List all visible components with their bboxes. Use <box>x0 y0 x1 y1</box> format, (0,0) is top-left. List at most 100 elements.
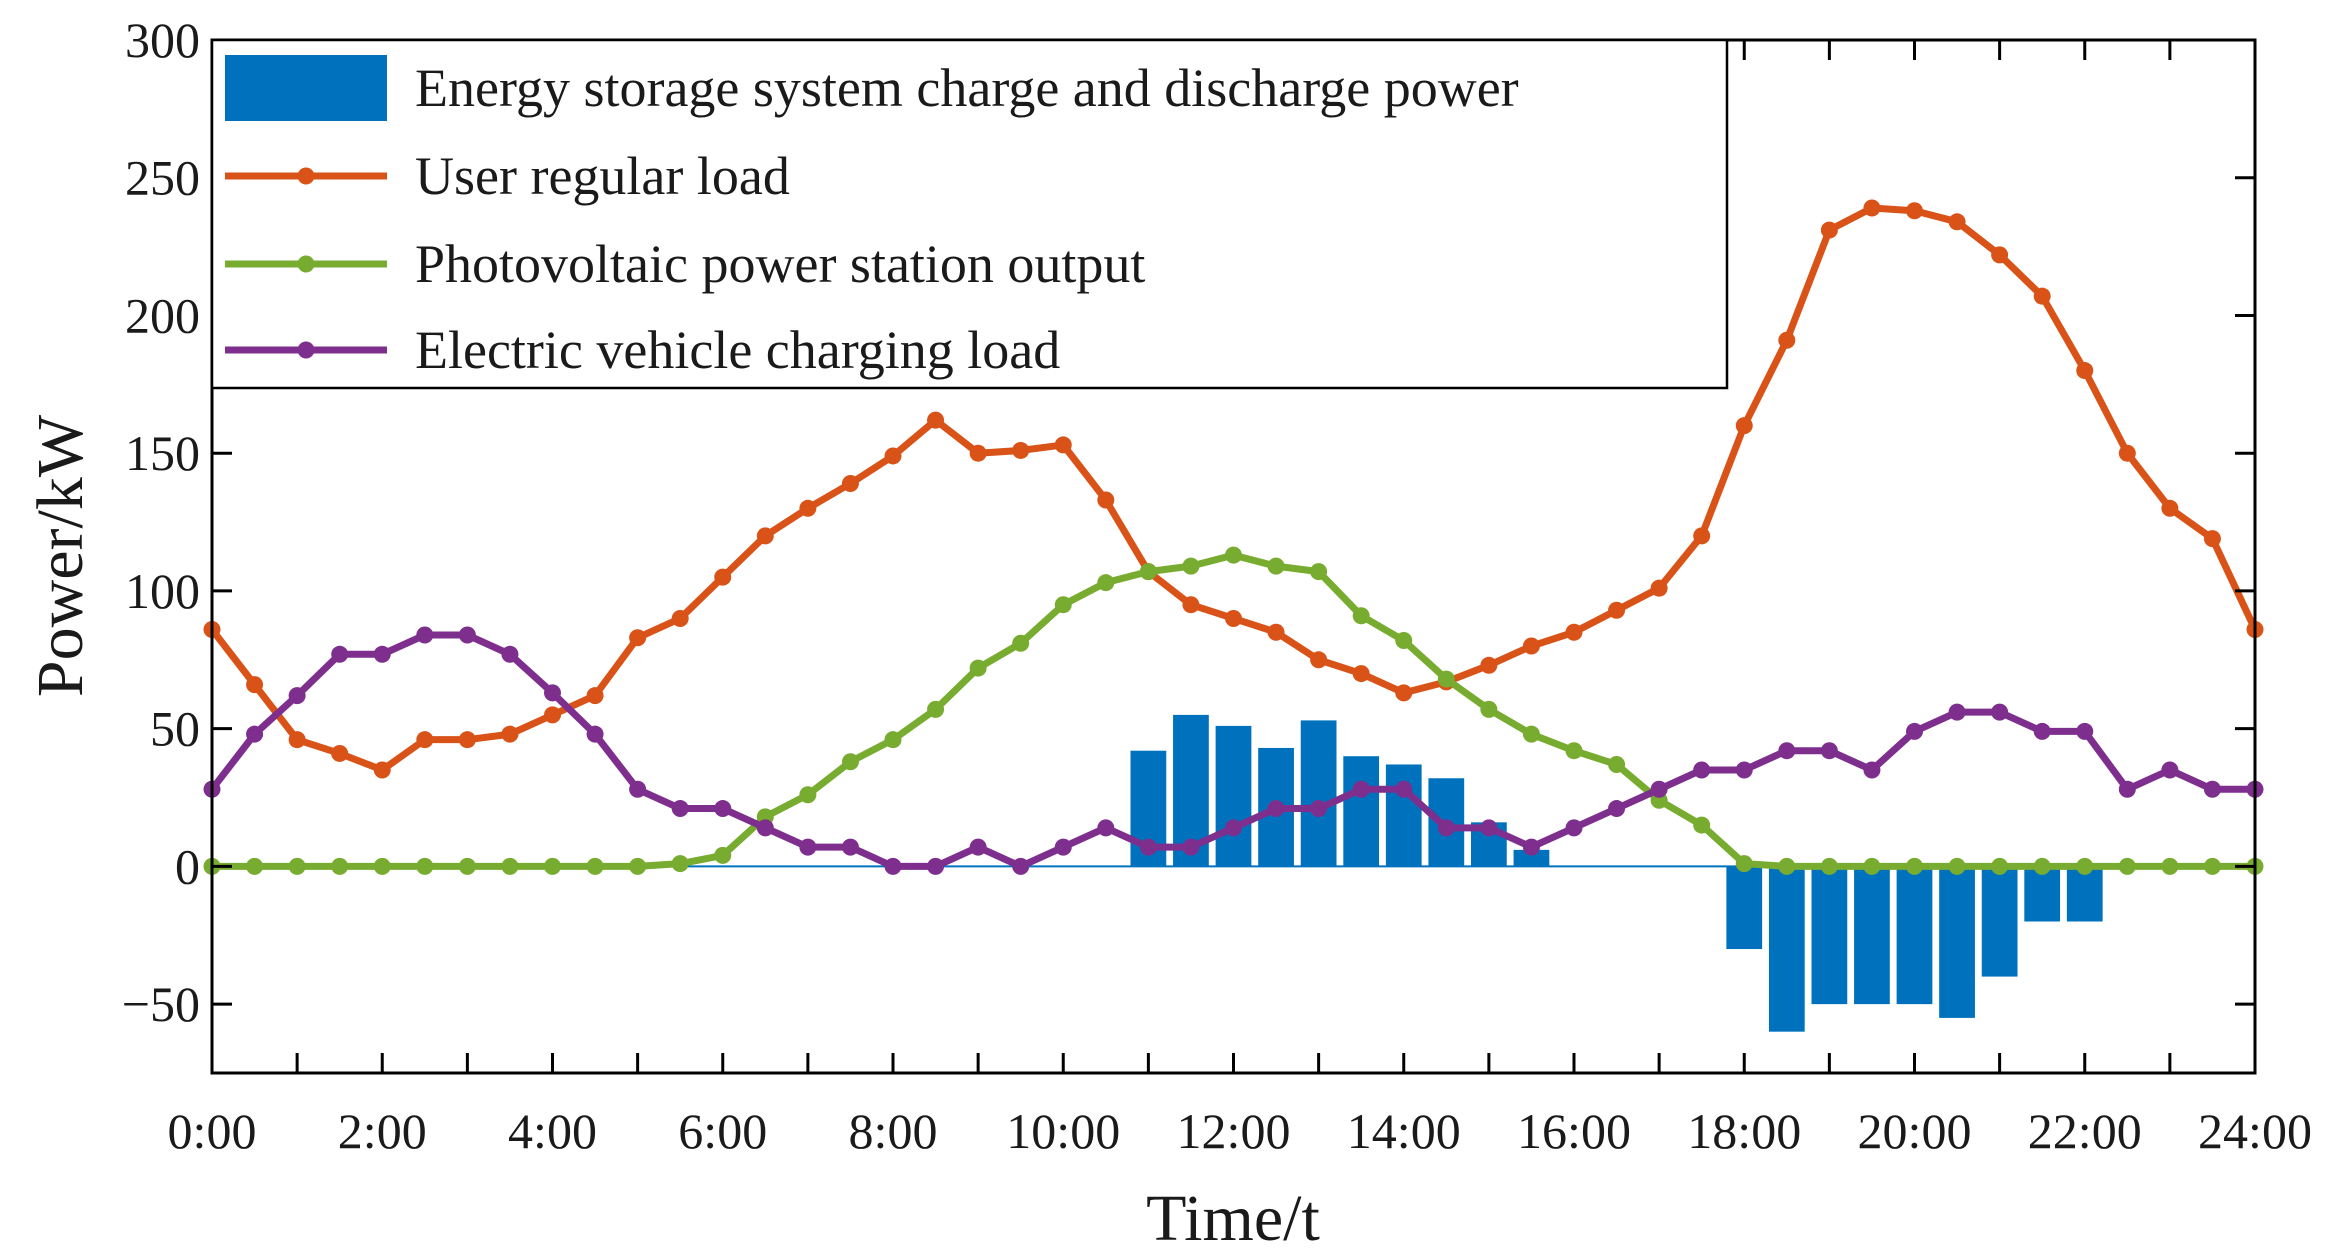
data-point <box>416 731 434 749</box>
data-point <box>1437 670 1455 688</box>
data-point <box>1012 857 1030 875</box>
data-point <box>1906 722 1923 740</box>
data-point <box>969 659 987 677</box>
data-point <box>884 857 902 875</box>
x-tick-label: 12:00 <box>1177 1103 1291 1159</box>
data-point <box>1480 656 1498 674</box>
x-tick-labels: 0:00 2:00 4:00 6:00 8:00 10:00 12:00 14:00 16:00… <box>168 1103 2312 1159</box>
data-point <box>2161 857 2179 875</box>
data-point <box>799 786 817 804</box>
data-point <box>1225 546 1242 564</box>
legend: Energy storage system charge and dischar… <box>210 38 1729 390</box>
data-point <box>1820 221 1838 239</box>
data-point <box>1139 563 1157 581</box>
data-point <box>1310 651 1328 669</box>
x-axis-title: Time/t <box>1146 1182 1320 1255</box>
data-point <box>1608 755 1626 773</box>
data-point <box>1735 855 1753 873</box>
data-point <box>2076 857 2094 875</box>
legend-swatch-bar <box>225 55 387 121</box>
legend-label: Photovoltaic power station output <box>415 234 1145 294</box>
data-point <box>629 857 647 875</box>
data-point <box>2118 444 2136 462</box>
data-point <box>841 753 859 771</box>
x-tick-label: 18:00 <box>1687 1103 1801 1159</box>
data-point <box>1693 761 1711 779</box>
x-tick-label: 6:00 <box>678 1103 767 1159</box>
x-tick-label: 22:00 <box>2028 1103 2142 1159</box>
data-point <box>1182 838 1200 856</box>
data-point <box>1310 800 1328 818</box>
bar-18-5 <box>1768 866 1805 1032</box>
data-point <box>246 676 264 694</box>
bar-18 <box>1726 866 1763 950</box>
data-point <box>2076 362 2094 380</box>
data-point <box>1352 665 1370 683</box>
data-point <box>1650 780 1668 798</box>
legend-swatch-marker <box>297 167 315 185</box>
bar-14 <box>1385 764 1422 867</box>
data-point <box>1693 816 1711 834</box>
data-point <box>2118 857 2136 875</box>
data-point <box>544 684 561 702</box>
data-point <box>1820 857 1838 875</box>
data-point <box>458 626 476 644</box>
data-point <box>1863 199 1881 217</box>
data-point <box>373 645 391 663</box>
data-point <box>1310 563 1328 581</box>
bar-21-5 <box>2024 866 2061 922</box>
data-point <box>1565 742 1583 760</box>
y-tick-label: 250 <box>125 150 200 206</box>
data-point <box>1054 838 1072 856</box>
data-point <box>1565 819 1583 837</box>
bar-20 <box>1896 866 1933 1005</box>
data-point <box>927 700 945 718</box>
data-point <box>1735 417 1753 435</box>
x-tick-label: 10:00 <box>1006 1103 1120 1159</box>
legend-entry-4: Electric vehicle charging load <box>225 320 1060 380</box>
data-point <box>331 744 349 762</box>
data-point <box>1225 609 1242 627</box>
data-point <box>1948 857 1966 875</box>
y-tick-label: 0 <box>175 838 200 894</box>
data-point <box>2203 780 2221 798</box>
data-point <box>884 731 902 749</box>
data-point <box>1437 819 1455 837</box>
legend-label: Energy storage system charge and dischar… <box>415 58 1519 118</box>
bar-20-5 <box>1939 866 1975 1018</box>
data-point <box>756 527 774 545</box>
data-point <box>927 411 945 429</box>
data-point <box>288 687 306 705</box>
x-tick-label: 4:00 <box>508 1103 597 1159</box>
data-point <box>1522 838 1540 856</box>
data-point <box>288 731 306 749</box>
y-tick-label: 100 <box>125 563 200 619</box>
data-point <box>246 725 264 743</box>
data-point <box>714 846 732 864</box>
y-axis-title: Power/kW <box>24 414 97 697</box>
data-point <box>884 447 902 465</box>
data-point <box>1012 634 1030 652</box>
data-point <box>1991 246 2009 264</box>
data-point <box>2033 722 2051 740</box>
data-point <box>1352 780 1370 798</box>
data-point <box>2203 857 2221 875</box>
data-point <box>2033 287 2051 305</box>
data-point <box>1608 800 1626 818</box>
y-tick-label: 300 <box>125 12 200 68</box>
data-point <box>1906 857 1923 875</box>
data-point <box>246 857 264 875</box>
bar-22 <box>2066 866 2103 922</box>
y-tick-label: 50 <box>150 701 200 757</box>
data-point <box>586 857 604 875</box>
bar-21 <box>1981 866 2018 977</box>
bar-15-5 <box>1513 849 1550 867</box>
data-point <box>501 645 519 663</box>
data-point <box>1097 819 1115 837</box>
data-point <box>1182 557 1200 575</box>
bar-13-5 <box>1343 756 1380 867</box>
x-tick-label: 16:00 <box>1517 1103 1631 1159</box>
bar-12 <box>1215 725 1252 867</box>
data-point <box>1267 557 1285 575</box>
data-point <box>671 800 689 818</box>
